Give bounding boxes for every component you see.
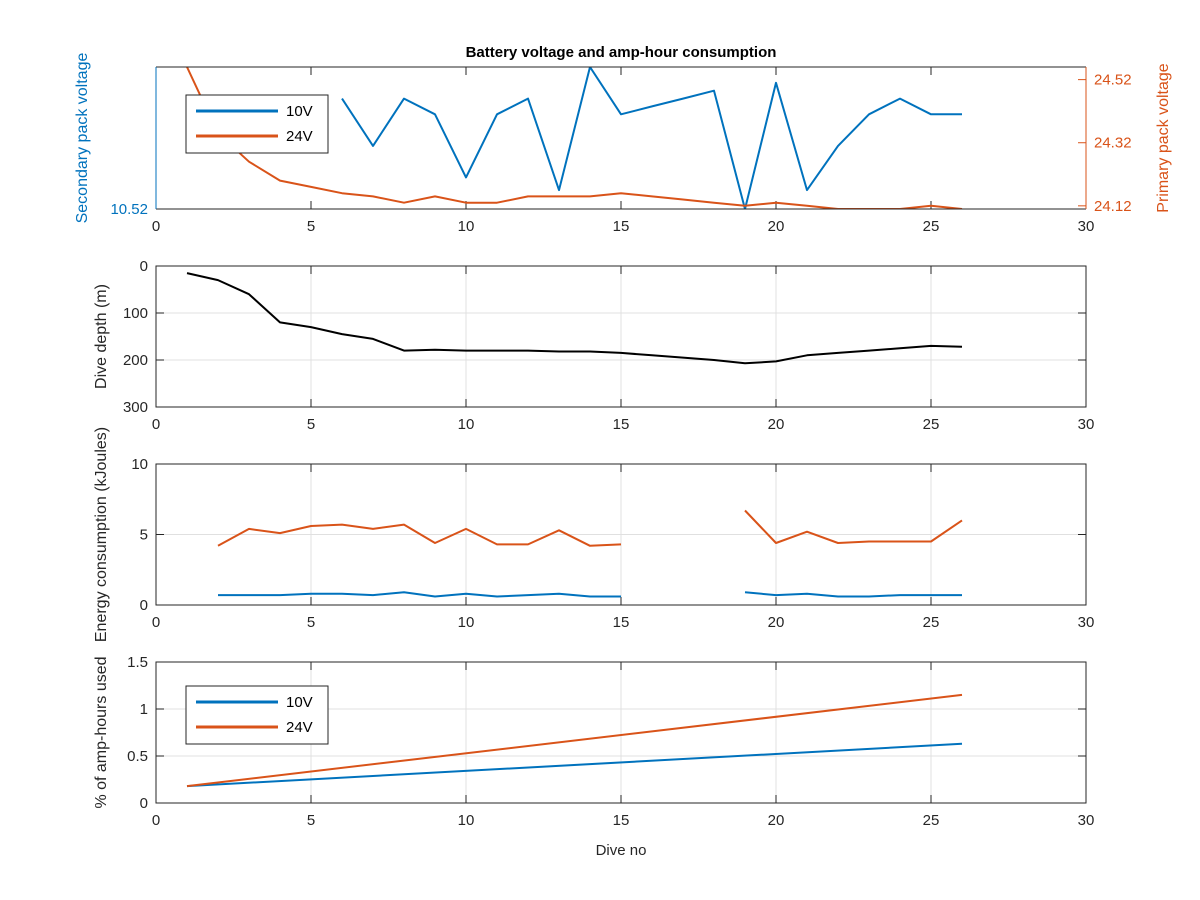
x-tick-label: 30 — [1078, 416, 1095, 433]
x-tick-label: 5 — [307, 416, 315, 433]
y-tick-label: 1.5 — [127, 654, 148, 671]
subplot-3: 0 5 10 15 20 25 30 0 5 10 Energy consumption (kJou… — [93, 427, 1094, 642]
x-tick-label: 20 — [768, 812, 785, 829]
x-tick-label: 0 — [152, 812, 160, 829]
y-axis-label: % of amp-hours used — [93, 656, 110, 808]
x-tick-label: 25 — [923, 218, 940, 235]
x-tick-label: 10 — [458, 416, 475, 433]
x-tick-label: 0 — [152, 218, 160, 235]
series-line-1 — [186, 742, 963, 788]
series-line-2 — [186, 693, 963, 788]
y-tick-label: 0.5 — [127, 748, 148, 765]
series-group — [186, 693, 963, 788]
x-tick-label: 20 — [768, 416, 785, 433]
legend-box — [185, 685, 329, 745]
axes-box — [155, 661, 1087, 804]
y-right-tick-label: 24.52 — [1094, 72, 1132, 89]
legend-box — [185, 94, 329, 154]
x-tick-label: 30 — [1078, 614, 1095, 631]
x-tick-label: 15 — [613, 416, 630, 433]
x-tick-label: 5 — [307, 614, 315, 631]
x-tick-label: 20 — [768, 614, 785, 631]
y-tick-label: 5 — [140, 527, 148, 544]
x-tick-label: 30 — [1078, 812, 1095, 829]
x-tick-label: 0 — [152, 614, 160, 631]
y-right-label: Primary pack voltage — [1155, 63, 1172, 212]
x-tick-label: 5 — [307, 812, 315, 829]
legend-label: 10V — [286, 103, 313, 120]
legend-label: 24V — [286, 719, 313, 736]
x-tick-label: 10 — [458, 812, 475, 829]
y-tick-label: 0 — [140, 597, 148, 614]
x-tick-label: 15 — [613, 614, 630, 631]
y-tick-label: 1 — [140, 701, 148, 718]
series-line-1 — [217, 509, 963, 547]
x-tick-label: 30 — [1078, 218, 1095, 235]
figure-title: Battery voltage and amp-hour consumption — [466, 44, 777, 61]
y-axis-label: Dive depth (m) — [93, 284, 110, 389]
y-tick-label: 100 — [123, 305, 148, 322]
x-tick-label: 25 — [923, 416, 940, 433]
x-tick-label: 15 — [613, 812, 630, 829]
x-tick-label: 10 — [458, 218, 475, 235]
series-line-1 — [341, 67, 962, 209]
y-left-tick-label: 10.52 — [110, 201, 148, 218]
series-group — [217, 509, 963, 598]
x-tick-label: 5 — [307, 218, 315, 235]
x-tick-label: 20 — [768, 218, 785, 235]
x-tick-label: 10 — [458, 614, 475, 631]
x-tick-label: 15 — [613, 218, 630, 235]
axes-box — [155, 463, 1087, 606]
subplot-4: 0 5 10 15 20 25 30 0 0.5 1 1.5 % of amp-hours used D… — [93, 654, 1094, 859]
series-line-2 — [218, 591, 962, 598]
y-tick-label: 0 — [140, 258, 148, 275]
y-tick-label: 200 — [123, 352, 148, 369]
y-tick-label: 10 — [131, 456, 148, 473]
series-line-1 — [186, 272, 963, 365]
legend-label: 10V — [286, 694, 313, 711]
legend-label: 24V — [286, 128, 313, 145]
x-axis-label: Dive no — [596, 842, 647, 859]
y-left-label: Secondary pack voltage — [74, 53, 91, 224]
series-line-2 — [186, 67, 963, 209]
axes-box — [155, 265, 1087, 408]
y-tick-label: 0 — [140, 795, 148, 812]
series-group — [186, 67, 963, 209]
y-tick-label: 300 — [123, 399, 148, 416]
x-tick-label: 25 — [923, 812, 940, 829]
subplot-1: 0 5 10 15 20 25 30 10.52 24.12 24.32 24.52 Secondar… — [74, 53, 1172, 235]
x-tick-label: 0 — [152, 416, 160, 433]
y-right-tick-label: 24.32 — [1094, 135, 1132, 152]
series-group — [186, 272, 963, 365]
x-tick-label: 25 — [923, 614, 940, 631]
y-right-tick-label: 24.12 — [1094, 198, 1132, 215]
y-axis-label: Energy consumption (kJoules) — [93, 427, 110, 642]
